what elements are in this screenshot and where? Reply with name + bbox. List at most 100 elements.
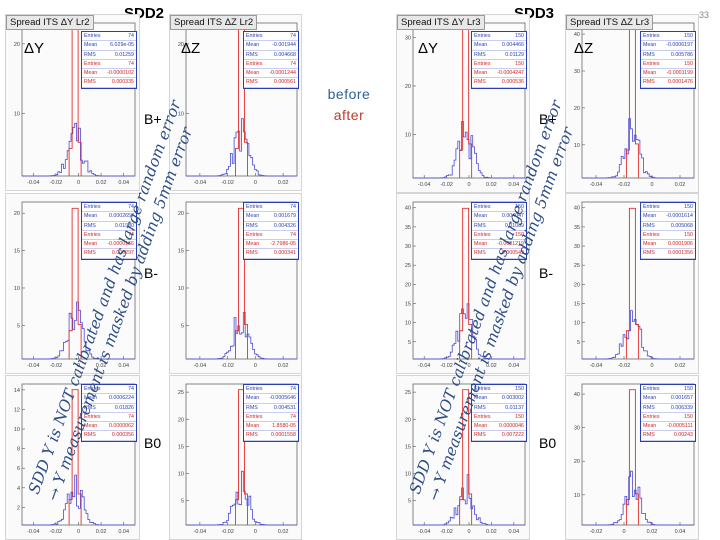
y-tick-label: 14 bbox=[14, 388, 20, 394]
histogram-before bbox=[22, 122, 135, 177]
x-tick-label: 0 bbox=[622, 529, 625, 535]
stats-value: 150 bbox=[684, 33, 693, 39]
stats-key: RMS bbox=[643, 404, 655, 411]
stats-value: -0.0000102 bbox=[107, 70, 134, 77]
stats-row: RMS 0.006339 bbox=[641, 404, 695, 413]
y-tick-label: 8 bbox=[17, 447, 20, 453]
stats-row: Mean -0.0005111 bbox=[641, 422, 695, 432]
x-tick-label: 0.02 bbox=[278, 180, 289, 186]
stats-value: 0.003002 bbox=[501, 395, 524, 402]
histogram-after bbox=[459, 207, 473, 359]
stats-row: RMS 0.01826 bbox=[82, 404, 136, 413]
x-tick-label: 0 bbox=[77, 180, 80, 186]
y-tick-label: 30 bbox=[405, 244, 411, 250]
stats-row: Mean 0.004047 bbox=[472, 212, 526, 222]
stats-value: 1.8580-05 bbox=[272, 423, 296, 430]
y-tick-label: 40 bbox=[574, 206, 580, 212]
x-tick-label: 0.02 bbox=[96, 529, 107, 535]
stats-key: RMS bbox=[246, 51, 258, 58]
legend-after: after bbox=[333, 107, 365, 123]
stats-key: RMS bbox=[643, 222, 655, 229]
panel-sdd2-dz-bzero: 25 20 15 10 5 -0.04 -0.02 0 0.02 Entries 74 Mean -0.… bbox=[169, 375, 302, 540]
histogram-plot: 40 35 30 25 20 15 10 5 -0.04 -0.02 0 0.02 0.04 bbox=[405, 201, 526, 369]
stats-value: 0.0001906 bbox=[667, 241, 693, 248]
stats-value: 150 bbox=[684, 386, 693, 392]
stats-row: Entries 74 bbox=[244, 413, 298, 423]
stats-key: RMS bbox=[643, 432, 655, 439]
x-tick-label: -0.02 bbox=[50, 363, 63, 369]
stats-value: 74 bbox=[128, 204, 134, 210]
x-tick-label: -0.02 bbox=[440, 363, 453, 369]
label-sdd2-dz: ΔZ bbox=[181, 40, 201, 57]
stats-key: RMS bbox=[84, 432, 96, 439]
label-sdd2-bplus: B+ bbox=[144, 111, 162, 127]
histogram-plot: 30 20 10 -0.04 -0.02 0 0.02 0.04 bbox=[405, 22, 526, 188]
x-tick-label: 0 bbox=[467, 363, 470, 369]
stats-key: RMS bbox=[246, 222, 258, 229]
stats-key: Mean bbox=[474, 395, 488, 402]
y-tick-label: 15 bbox=[178, 249, 184, 255]
x-tick-label: -0.04 bbox=[418, 363, 431, 369]
panel-sdd2-dy-bplus: 20 10 -0.04 -0.02 0 0.02 0.04 Spread ITS ΔY Lr2… bbox=[5, 14, 140, 191]
x-tick-label: 0.04 bbox=[118, 180, 129, 186]
stats-row: RMS 0.01930 bbox=[82, 222, 136, 231]
panel-sdd2-dy-bminus: 20 15 10 5 -0.04 -0.02 0 0.02 0.04 Entries 74 Mean 0… bbox=[5, 193, 140, 374]
x-tick-label: -0.02 bbox=[618, 363, 631, 369]
stats-key: RMS bbox=[643, 79, 655, 86]
stats-row: Mean -0.0005646 bbox=[244, 394, 298, 404]
stats-key: Entries bbox=[246, 231, 263, 238]
stats-key: Entries bbox=[246, 60, 263, 67]
panel-sdd3-dy-bzero: 25 20 15 10 5 -0.04 -0.02 0 0.02 0.04 Entries 150 Me… bbox=[396, 375, 530, 540]
stats-row: RMS 0.0001356 bbox=[641, 249, 695, 259]
stats-value: -2.7986-05 bbox=[270, 241, 296, 248]
histogram-after bbox=[68, 207, 82, 359]
stats-key: Mean bbox=[246, 241, 260, 248]
x-tick-label: -0.04 bbox=[194, 180, 207, 186]
label-sdd3-bplus: B+ bbox=[539, 111, 557, 127]
y-tick-label: 5 bbox=[577, 340, 580, 346]
stats-row: RMS 0.000341 bbox=[244, 249, 298, 259]
x-tick-label: -0.02 bbox=[440, 182, 453, 188]
stats-key: RMS bbox=[474, 404, 486, 411]
stats-row: RMS 0.004531 bbox=[244, 404, 298, 413]
histogram-before bbox=[413, 121, 525, 179]
stats-value: 0.000297 bbox=[111, 250, 134, 257]
stats-key: Entries bbox=[84, 204, 101, 210]
x-tick-label: 0 bbox=[467, 529, 470, 535]
x-tick-label: -0.02 bbox=[618, 182, 631, 188]
stats-box: Entries 74 Mean 0.001679 RMS 0.004326 Entries 7… bbox=[243, 202, 299, 260]
slide-number: 33 bbox=[699, 10, 710, 20]
y-tick-label: 25 bbox=[405, 263, 411, 269]
stats-row: Entries 74 bbox=[244, 60, 298, 70]
stats-key: Mean bbox=[643, 213, 657, 220]
stats-row: Mean -0.0001614 bbox=[641, 212, 695, 222]
stats-key: Entries bbox=[246, 33, 263, 39]
stats-key: Mean bbox=[643, 423, 657, 430]
stats-row: Entries 74 bbox=[82, 385, 136, 395]
stats-value: 74 bbox=[290, 60, 296, 67]
stats-row: RMS 0.000335 bbox=[82, 78, 136, 88]
stats-value: 0.0000062 bbox=[108, 423, 134, 430]
stats-key: Entries bbox=[474, 33, 491, 39]
stats-row: Entries 150 bbox=[641, 231, 695, 241]
stats-value: 150 bbox=[515, 60, 524, 67]
stats-key: Mean bbox=[246, 423, 260, 430]
stats-value: 150 bbox=[684, 231, 693, 238]
x-tick-label: -0.04 bbox=[194, 529, 207, 535]
stats-key: Entries bbox=[643, 386, 660, 392]
stats-value: 0.007222 bbox=[501, 432, 524, 439]
histogram-before bbox=[413, 474, 525, 526]
y-tick-label: 25 bbox=[178, 390, 184, 396]
stats-key: RMS bbox=[246, 432, 258, 439]
stats-row: Mean 0.0000062 bbox=[82, 422, 136, 432]
label-sdd3-dz: ΔZ bbox=[574, 40, 594, 57]
x-tick-label: 0 bbox=[254, 529, 257, 535]
stats-value: 0.001657 bbox=[670, 395, 693, 402]
stats-row: Mean -0.0000166 bbox=[82, 240, 136, 250]
stats-row: RMS 0.000356 bbox=[82, 431, 136, 441]
x-tick-label: 0.02 bbox=[96, 363, 107, 369]
stats-key: Mean bbox=[643, 42, 657, 49]
histogram-plot: 40 30 20 10 -0.02 0 0.02 0.04 bbox=[574, 383, 695, 535]
stats-key: Entries bbox=[246, 413, 263, 420]
stats-key: RMS bbox=[643, 51, 655, 58]
